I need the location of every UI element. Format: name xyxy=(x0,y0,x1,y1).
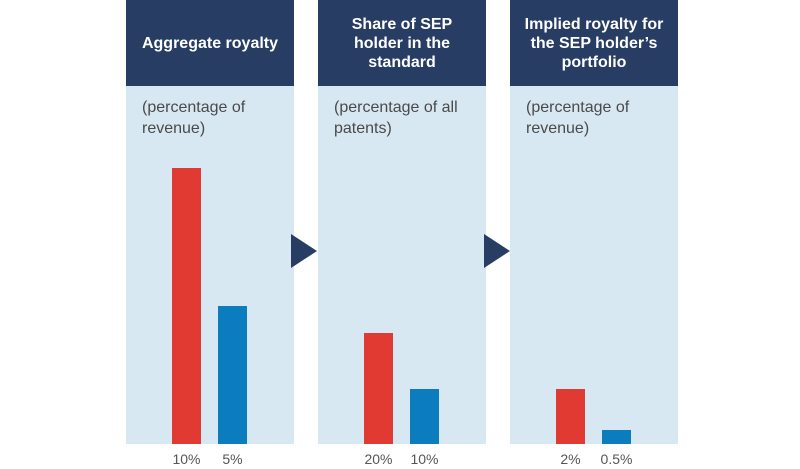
panel-sep-share: Share of SEP holder in the standard (per… xyxy=(318,0,486,444)
panel-title: Share of SEP holder in the standard xyxy=(318,0,486,86)
panel-title-text: Implied royalty for the SEP holder’s por… xyxy=(524,15,664,71)
panel-implied-royalty: Implied royalty for the SEP holder’s por… xyxy=(510,0,678,444)
panel-title-text: Share of SEP holder in the standard xyxy=(351,15,453,71)
bar-3-2 xyxy=(602,430,631,444)
tick-label-3-1: 2% xyxy=(560,451,581,467)
panel-aggregate-royalty: Aggregate royalty (percentage of revenue… xyxy=(126,0,294,444)
panel-title-text: Aggregate royalty xyxy=(141,34,279,52)
arrow-right-icon xyxy=(484,234,510,268)
tick-label-3-2: 0.5% xyxy=(600,451,633,467)
panel-title: Implied royalty for the SEP holder’s por… xyxy=(510,0,678,86)
tick-label-1-1: 10% xyxy=(172,451,201,467)
tick-label-1-2: 5% xyxy=(222,451,243,467)
bar-1-1 xyxy=(172,167,201,444)
bar-3-1 xyxy=(556,388,585,444)
tick-label-2-1: 20% xyxy=(364,451,393,467)
panel-title: Aggregate royalty xyxy=(126,0,294,86)
panel-axis-label: (percentage of revenue) xyxy=(526,99,630,137)
panel-axis-label: (percentage of revenue) xyxy=(142,99,246,137)
bar-1-2 xyxy=(218,305,247,444)
bar-2-2 xyxy=(410,388,439,444)
bar-2-1 xyxy=(364,333,393,444)
panel-axis-label: (percentage of all patents) xyxy=(334,99,458,137)
tick-label-2-2: 10% xyxy=(410,451,439,467)
arrow-right-icon xyxy=(291,234,317,268)
